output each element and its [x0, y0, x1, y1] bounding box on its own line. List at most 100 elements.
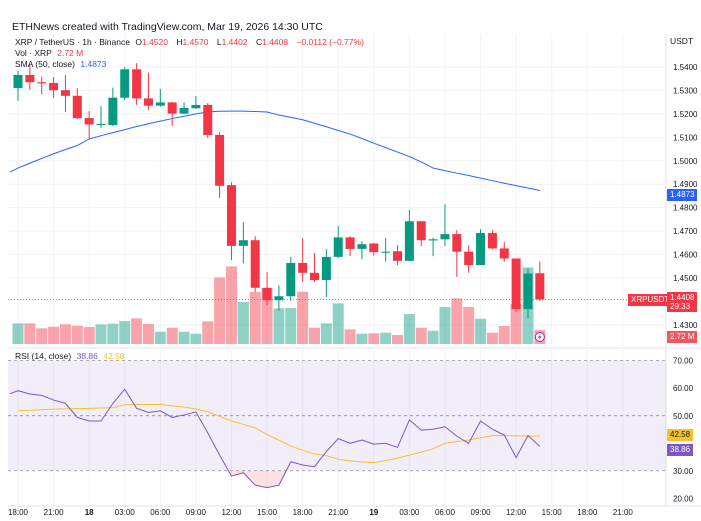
candle: [464, 245, 474, 273]
volume-bar: [486, 332, 498, 344]
volume-bar: [380, 332, 392, 344]
candle: [13, 70, 23, 101]
time-label: 18:00: [8, 508, 29, 517]
volume-bar: [237, 302, 249, 344]
rsi-tick-label: 60.00: [673, 384, 694, 393]
symbol-label[interactable]: XRP / TetherUS · 1h · Binance: [15, 37, 130, 47]
sma-legend: SMA (50, close) 1.4873: [15, 59, 109, 69]
last-price: 1.4408: [670, 293, 695, 302]
candle-body: [274, 296, 284, 301]
candle-body: [523, 273, 533, 310]
time-label: 15:00: [257, 508, 278, 517]
candle-body: [393, 251, 403, 261]
open-label: O: [135, 37, 142, 47]
candle: [499, 241, 509, 262]
open-value: 1.4520: [141, 37, 168, 47]
candle: [49, 77, 59, 98]
volume-bar: [392, 335, 404, 344]
currency-label[interactable]: USDT: [670, 36, 694, 46]
candle-body: [487, 232, 497, 249]
candle: [298, 238, 308, 282]
price-tick-label: 1.4800: [673, 204, 698, 213]
rsi-tag: 38.86: [667, 444, 694, 456]
candle: [535, 261, 545, 301]
rsi-ma-value: 42.58: [103, 351, 125, 361]
candle: [84, 111, 94, 139]
volume-label[interactable]: Vol · XRP: [15, 48, 52, 58]
rsi-tick-label: 50.00: [673, 412, 694, 421]
volume-bar: [214, 277, 226, 344]
volume-bar: [166, 327, 178, 344]
candle-body: [13, 74, 23, 89]
sma-price-tag: 1.4873: [667, 189, 698, 201]
candle: [143, 72, 153, 111]
candle: [37, 76, 47, 95]
candle-body: [37, 82, 47, 84]
sma-label[interactable]: SMA (50, close): [15, 59, 75, 69]
time-label: 18:00: [293, 508, 314, 517]
candle: [108, 87, 118, 127]
lightning-icon-glyph: [537, 334, 542, 340]
candle: [72, 88, 82, 120]
candle: [274, 285, 284, 311]
candle-body: [96, 123, 106, 125]
rsi-tick-label: 30.00: [673, 467, 694, 476]
volume-tag: 2.72 M: [667, 331, 698, 343]
candle-body: [84, 118, 94, 125]
candle-body: [120, 69, 130, 98]
candle-body: [215, 134, 225, 186]
rsi-oversold-fill: [228, 470, 287, 488]
volume-bar: [249, 292, 261, 344]
candle-body: [72, 95, 82, 119]
candle: [60, 74, 70, 113]
candle-body: [381, 251, 391, 253]
volume-bar: [439, 307, 451, 344]
candle: [132, 63, 142, 105]
volume-bar: [320, 323, 332, 344]
time-label: 06:00: [435, 508, 456, 517]
volume-bar: [356, 333, 368, 344]
volume-bar: [12, 323, 24, 344]
price-tick-label: 1.4700: [673, 227, 698, 236]
candle-body: [345, 237, 355, 249]
volume-bar: [83, 327, 95, 344]
time-label: 21:00: [44, 508, 65, 517]
candle: [238, 221, 248, 264]
rsi-label[interactable]: RSI (14, close): [15, 351, 72, 361]
candle: [226, 182, 236, 261]
candle: [203, 103, 213, 139]
price-tick-label: 1.4300: [673, 321, 698, 330]
symbol-price-tag: XRPUSDT: [628, 294, 673, 306]
candle-body: [49, 82, 59, 91]
volume-bar: [261, 288, 273, 344]
volume-bar: [297, 291, 309, 344]
volume-bar: [475, 318, 487, 344]
time-label: 19: [369, 508, 378, 517]
time-label: 21:00: [613, 508, 634, 517]
candle-body: [25, 74, 35, 83]
time-label: 06:00: [150, 508, 171, 517]
low-label: L: [216, 37, 222, 47]
volume-bar: [142, 324, 154, 344]
bar-countdown: 29:33: [670, 302, 691, 311]
candle-body: [416, 221, 426, 241]
candle: [179, 102, 189, 115]
candle: [286, 256, 296, 301]
price-tick-label: 1.5100: [673, 133, 698, 142]
volume-bar: [36, 328, 48, 344]
candle: [511, 258, 521, 312]
volume-bar: [415, 327, 427, 344]
volume-bar: [95, 324, 107, 344]
candle: [416, 221, 426, 247]
candle-body: [321, 256, 331, 281]
time-label: 21:00: [328, 508, 349, 517]
rsi-ma-line: [17, 403, 540, 464]
candle-body: [179, 108, 189, 114]
candle: [404, 209, 414, 261]
volume-bar: [368, 333, 380, 344]
candle-body: [191, 104, 201, 109]
volume-bar: [309, 327, 320, 344]
candle-body: [440, 234, 450, 240]
price-tick-label: 1.4900: [673, 180, 698, 189]
